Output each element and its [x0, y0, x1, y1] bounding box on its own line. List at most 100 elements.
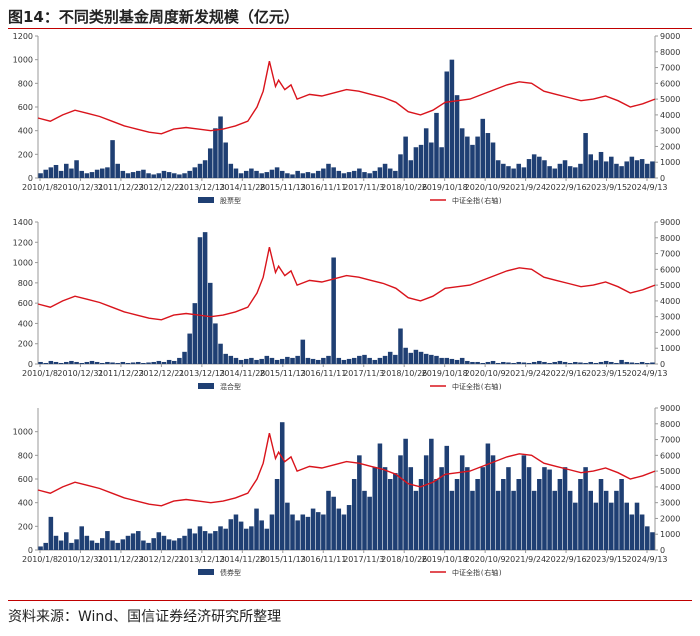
bar: [444, 71, 450, 178]
bar: [573, 361, 578, 364]
x-tick-label: 2013/12/13: [179, 183, 225, 192]
bar: [624, 361, 629, 364]
bar: [197, 163, 203, 178]
bar: [583, 133, 588, 178]
y-tick-label-left: 1200: [13, 238, 33, 247]
x-tick-label: 2018/10/26: [381, 183, 427, 192]
x-tick-label: 2016/11/11: [300, 183, 346, 192]
bar: [146, 362, 151, 364]
bar: [336, 357, 342, 364]
y-tick-label-right: 9000: [660, 218, 680, 227]
bar: [367, 357, 372, 364]
bar: [387, 351, 393, 364]
bar: [264, 172, 270, 178]
bar: [619, 166, 624, 178]
bar: [233, 357, 239, 364]
bar: [254, 359, 259, 364]
bar: [300, 514, 306, 550]
bar: [279, 170, 285, 178]
x-tick-label: 2023/9/15: [586, 369, 627, 378]
bar: [331, 167, 336, 178]
bar: [274, 479, 280, 550]
bar: [156, 360, 162, 364]
bar: [218, 526, 223, 550]
bar: [192, 303, 198, 364]
bar: [218, 343, 223, 364]
bar: [315, 359, 321, 364]
bar: [130, 172, 136, 178]
y-tick-label-right: 8000: [660, 48, 680, 57]
bar: [552, 361, 558, 364]
bar: [614, 362, 619, 364]
bar: [516, 479, 522, 550]
bar: [249, 168, 254, 178]
index-line: [37, 247, 656, 321]
y-tick-label-left: 1000: [13, 428, 33, 437]
bar: [238, 359, 244, 364]
bar: [202, 232, 208, 364]
bar: [547, 166, 552, 178]
y-tick-label-left: 200: [18, 150, 33, 159]
y-tick-label-right: 5000: [660, 467, 680, 476]
bar: [382, 355, 388, 364]
x-tick-label: 2012/12/21: [138, 183, 184, 192]
bar: [115, 163, 120, 178]
bar: [387, 479, 393, 550]
bar: [249, 526, 254, 550]
bar: [573, 167, 578, 178]
bar: [557, 479, 563, 550]
bar: [254, 170, 259, 178]
bar: [583, 467, 588, 550]
bar: [609, 156, 614, 178]
y-tick-label-right: 9000: [660, 404, 680, 413]
bar: [182, 351, 187, 364]
bar: [413, 490, 419, 550]
bar: [372, 170, 378, 178]
bar: [603, 161, 609, 178]
bar: [593, 362, 599, 364]
x-tick-label: 2016/11/11: [300, 369, 346, 378]
legend-swatch-bar: [198, 383, 214, 389]
bar: [202, 160, 208, 178]
bar: [141, 540, 146, 550]
bar: [135, 170, 141, 178]
x-tick-label: 2024/9/13: [626, 183, 667, 192]
bar: [269, 169, 275, 178]
x-tick-label: 2012/12/21: [138, 369, 184, 378]
x-tick-label: 2014/11/28: [219, 555, 265, 564]
bar: [603, 360, 609, 364]
bar: [393, 473, 398, 550]
bar: [69, 168, 74, 178]
bar: [125, 362, 131, 364]
bar: [454, 479, 460, 550]
bar: [305, 357, 311, 364]
bar: [377, 443, 383, 550]
x-tick-label: 2012/12/21: [138, 555, 184, 564]
bar: [156, 532, 162, 550]
bar: [58, 362, 64, 364]
bar: [475, 361, 480, 364]
x-tick-label: 2022/9/16: [546, 369, 587, 378]
bar: [110, 362, 115, 364]
bar: [166, 539, 172, 550]
bar: [274, 359, 280, 364]
bar: [125, 535, 131, 550]
bar: [506, 362, 511, 364]
bar: [475, 479, 480, 550]
bar: [372, 359, 378, 364]
bar: [562, 160, 568, 178]
bar: [171, 360, 177, 364]
bar: [480, 467, 486, 550]
x-tick-label: 2014/11/28: [219, 183, 265, 192]
bar: [259, 520, 264, 550]
x-tick-label: 2011/12/23: [98, 369, 144, 378]
bar: [485, 133, 491, 178]
bar: [501, 479, 506, 550]
bar: [454, 95, 460, 178]
y-tick-label-left: 200: [18, 340, 33, 349]
bar: [521, 455, 527, 550]
bar: [434, 479, 439, 550]
x-tick-label: 2021/9/24: [505, 555, 546, 564]
bar: [285, 356, 290, 364]
y-tick-label-left: 0: [28, 360, 33, 369]
